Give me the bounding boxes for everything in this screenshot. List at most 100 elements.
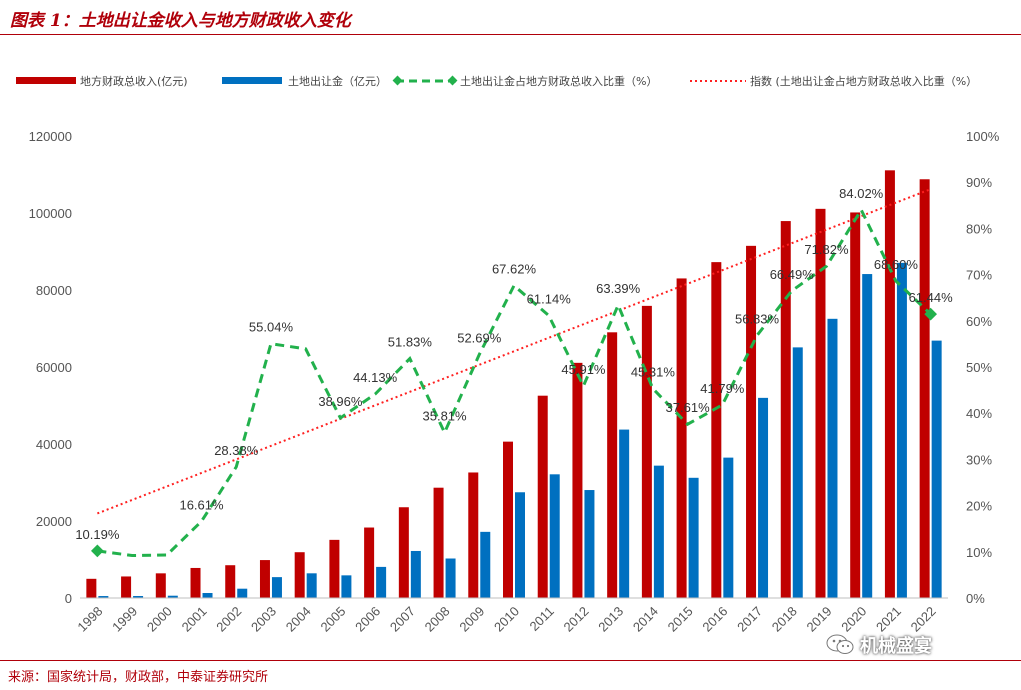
data-labels: 10.19% 16.61% 28.38% 55.04% 38.96% 44.13% 51.8… bbox=[75, 186, 953, 542]
data-label: 37.61% bbox=[666, 400, 711, 415]
bar-land-sale bbox=[410, 550, 421, 598]
data-label: 51.83% bbox=[388, 335, 433, 350]
bar-revenue bbox=[155, 573, 166, 598]
bar-revenue bbox=[850, 212, 861, 598]
bar-revenue bbox=[86, 578, 97, 598]
bar-land-sale bbox=[549, 474, 560, 598]
bar-revenue bbox=[503, 441, 513, 598]
data-label: 38.96% bbox=[318, 394, 363, 409]
bar-land-sale bbox=[653, 465, 664, 598]
bar-land-sale bbox=[202, 593, 213, 598]
y-right-tick-label: 90% bbox=[966, 175, 992, 190]
x-tick-label: 2001 bbox=[179, 604, 210, 635]
legend-label-ratio: 土地出让金占地方财政总收入比重（%） bbox=[460, 74, 657, 88]
x-tick-label: 2010 bbox=[491, 604, 522, 635]
bar-revenue bbox=[225, 565, 236, 598]
legend-label-land: 土地出让金（亿元） bbox=[288, 74, 387, 88]
x-tick-label: 1999 bbox=[109, 604, 140, 635]
y-axis-left: 0 20000 40000 60000 80000 100000 120000 bbox=[29, 129, 72, 606]
bar-revenue bbox=[398, 507, 409, 598]
bar-revenue bbox=[259, 560, 270, 598]
data-label: 66.49% bbox=[770, 267, 815, 282]
bar-revenue bbox=[433, 487, 444, 598]
y-right-tick-label: 40% bbox=[966, 406, 992, 421]
bar-revenue bbox=[607, 332, 618, 598]
data-label: 61.14% bbox=[527, 292, 572, 307]
data-label: 52.69% bbox=[457, 331, 502, 346]
bar-revenue bbox=[711, 262, 722, 598]
data-label: 63.39% bbox=[596, 281, 641, 296]
bar-revenue bbox=[468, 472, 479, 598]
chart: 地方财政总收入(亿元) 土地出让金（亿元） 土地出让金占地方财政总收入比重（%） 指数… bbox=[16, 74, 1000, 635]
x-tick-label: 2008 bbox=[422, 604, 453, 635]
y-left-tick-label: 100000 bbox=[29, 206, 72, 221]
legend-swatch-revenue bbox=[16, 77, 76, 84]
y-right-tick-label: 80% bbox=[966, 221, 992, 236]
bar-land-sale bbox=[896, 262, 907, 598]
data-label: 41.79% bbox=[700, 381, 745, 396]
bar-land-sale bbox=[619, 429, 630, 598]
data-label: 45.31% bbox=[631, 365, 676, 380]
y-left-tick-label: 20000 bbox=[36, 514, 72, 529]
data-label: 56.83% bbox=[735, 311, 780, 326]
bar-land-sale bbox=[792, 347, 803, 598]
x-tick-label: 2018 bbox=[769, 604, 800, 635]
bar-land-sale bbox=[98, 596, 109, 598]
bar-land-sale bbox=[931, 340, 942, 598]
title-bar: 图表 1：土地出让金收入与地方财政收入变化 bbox=[0, 0, 1021, 36]
x-tick-label: 2004 bbox=[283, 604, 314, 635]
x-axis: 1998 1999 2000 2001 2002 2003 2004 2005 2006 2007… bbox=[74, 604, 938, 635]
data-label: 16.61% bbox=[179, 497, 224, 512]
y-right-tick-label: 30% bbox=[966, 452, 992, 467]
x-tick-label: 2015 bbox=[665, 604, 696, 635]
source-note: 来源：国家统计局，财政部，中泰证券研究所 bbox=[8, 670, 269, 685]
data-label: 61.44% bbox=[909, 290, 954, 305]
y-axis-right: 0% 10% 20% 30% 40% 50% 60% 70% 80% 90% 100% bbox=[966, 129, 1000, 606]
bar-revenue bbox=[884, 170, 895, 598]
bar-land-sale bbox=[688, 477, 699, 598]
bar-land-sale bbox=[237, 588, 248, 598]
x-tick-label: 2007 bbox=[387, 604, 418, 635]
y-right-tick-label: 60% bbox=[966, 314, 992, 329]
watermark: 机械盛宴 bbox=[826, 630, 932, 660]
data-label: 28.38% bbox=[214, 443, 259, 458]
bar-revenue bbox=[572, 362, 583, 598]
bar-revenue bbox=[364, 527, 375, 598]
y-left-tick-label: 60000 bbox=[36, 360, 72, 375]
bar-land-sale bbox=[480, 531, 491, 598]
legend-label-trend: 指数 (土地出让金占地方财政总收入比重（%） bbox=[750, 74, 977, 88]
ratio-marker bbox=[90, 544, 104, 558]
x-tick-label: 2003 bbox=[248, 604, 279, 635]
bar-land-sale bbox=[584, 490, 595, 598]
y-right-tick-label: 20% bbox=[966, 499, 992, 514]
y-left-tick-label: 80000 bbox=[36, 283, 72, 298]
bar-land-sale bbox=[376, 566, 387, 598]
data-label: 44.13% bbox=[353, 370, 398, 385]
x-tick-label: 1998 bbox=[74, 604, 105, 635]
wechat-icon bbox=[826, 634, 854, 654]
bar-revenue bbox=[780, 221, 791, 598]
title-divider bbox=[0, 34, 1021, 35]
bar-land-sale bbox=[723, 457, 734, 598]
bar-revenue bbox=[676, 278, 687, 598]
bar-land-sale bbox=[827, 318, 838, 598]
data-label: 67.62% bbox=[492, 262, 537, 277]
legend-label-revenue: 地方财政总收入(亿元) bbox=[80, 74, 188, 88]
bar-land-sale bbox=[133, 596, 144, 598]
y-right-tick-label: 70% bbox=[966, 268, 992, 283]
bar-land-sale bbox=[306, 573, 317, 598]
data-label: 10.19% bbox=[75, 527, 120, 542]
bar-revenue bbox=[641, 305, 652, 598]
bar-revenue bbox=[294, 552, 305, 598]
y-right-tick-label: 0% bbox=[966, 591, 985, 606]
bar-revenue bbox=[329, 539, 340, 598]
data-label: 71.82% bbox=[804, 242, 849, 257]
bar-revenue bbox=[537, 395, 548, 598]
bar-land-sale bbox=[758, 397, 769, 598]
bar-land-sale bbox=[341, 575, 352, 598]
y-left-tick-label: 0 bbox=[65, 591, 72, 606]
bar-revenue bbox=[121, 576, 132, 598]
bar-land-sale bbox=[445, 558, 456, 598]
x-tick-label: 2009 bbox=[456, 604, 487, 635]
legend: 地方财政总收入(亿元) 土地出让金（亿元） 土地出让金占地方财政总收入比重（%） 指数… bbox=[16, 74, 977, 88]
